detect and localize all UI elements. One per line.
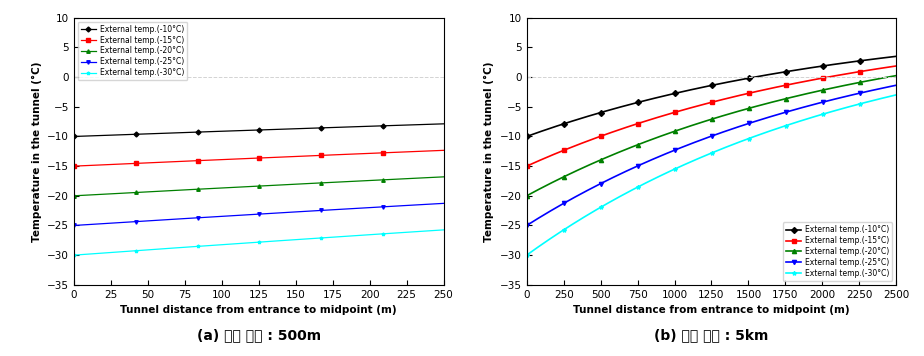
External temp.(-15°C) (295, 154, 306, 158)
Line: External temp.(-20°C): External temp.(-20°C) (525, 73, 898, 198)
Text: (b) 터널 연장 : 5km: (b) 터널 연장 : 5km (654, 328, 769, 342)
Y-axis label: Temperature in the tunnel (°C): Temperature in the tunnel (°C) (31, 61, 42, 242)
External temp.(-25°C) (891, 83, 902, 87)
External temp.(-25°C) (775, 111, 786, 116)
External temp.(-20°C) (404, 177, 415, 181)
External temp.(-10°C) (288, 127, 299, 131)
X-axis label: Tunnel distance from entrance to midpoint (m): Tunnel distance from entrance to midpoin… (573, 305, 850, 315)
External temp.(-20°C) (288, 182, 299, 187)
External temp.(-25°C) (438, 201, 449, 205)
Line: External temp.(-20°C): External temp.(-20°C) (72, 175, 445, 198)
External temp.(-30°C) (69, 253, 80, 257)
External temp.(-15°C) (68, 164, 79, 168)
External temp.(-10°C) (684, 88, 695, 92)
Line: External temp.(-30°C): External temp.(-30°C) (525, 93, 898, 257)
External temp.(-10°C) (69, 134, 80, 138)
External temp.(-20°C) (287, 182, 298, 187)
External temp.(-20°C) (69, 194, 80, 198)
External temp.(-30°C) (559, 227, 570, 231)
External temp.(-30°C) (671, 166, 682, 171)
External temp.(-10°C) (438, 122, 449, 126)
External temp.(-10°C) (380, 124, 391, 128)
External temp.(-25°C) (380, 205, 391, 209)
External temp.(-25°C) (288, 210, 299, 214)
External temp.(-15°C) (684, 106, 695, 110)
External temp.(-25°C) (671, 147, 682, 152)
Legend: External temp.(-10°C), External temp.(-15°C), External temp.(-20°C), External te: External temp.(-10°C), External temp.(-1… (783, 222, 893, 281)
Line: External temp.(-15°C): External temp.(-15°C) (72, 148, 445, 168)
Line: External temp.(-30°C): External temp.(-30°C) (72, 228, 445, 257)
External temp.(-20°C) (816, 88, 827, 93)
External temp.(-25°C) (404, 203, 415, 208)
External temp.(-30°C) (891, 93, 902, 97)
External temp.(-10°C) (775, 70, 786, 75)
External temp.(-25°C) (559, 201, 570, 205)
External temp.(-25°C) (816, 100, 827, 105)
External temp.(-15°C) (438, 148, 449, 152)
External temp.(-10°C) (404, 123, 415, 127)
External temp.(-25°C) (295, 210, 306, 214)
Line: External temp.(-10°C): External temp.(-10°C) (72, 122, 445, 138)
External temp.(-20°C) (891, 73, 902, 78)
External temp.(-10°C) (671, 91, 682, 95)
External temp.(-30°C) (684, 160, 695, 164)
Text: (a) 터널 연장 : 500m: (a) 터널 연장 : 500m (197, 328, 321, 342)
External temp.(-20°C) (438, 175, 449, 179)
External temp.(-20°C) (295, 182, 306, 186)
Line: External temp.(-15°C): External temp.(-15°C) (525, 64, 898, 168)
Line: External temp.(-25°C): External temp.(-25°C) (525, 83, 898, 227)
External temp.(-15°C) (671, 110, 682, 114)
External temp.(-10°C) (295, 126, 306, 131)
External temp.(-20°C) (521, 194, 532, 198)
External temp.(-10°C) (809, 65, 821, 69)
External temp.(-20°C) (559, 174, 570, 179)
External temp.(-15°C) (288, 155, 299, 159)
External temp.(-15°C) (816, 76, 827, 80)
External temp.(-15°C) (775, 84, 786, 88)
External temp.(-15°C) (559, 148, 570, 152)
Line: External temp.(-10°C): External temp.(-10°C) (525, 54, 898, 138)
External temp.(-20°C) (380, 178, 391, 182)
External temp.(-30°C) (287, 238, 298, 242)
External temp.(-15°C) (809, 77, 821, 82)
External temp.(-15°C) (380, 151, 391, 155)
External temp.(-10°C) (559, 121, 570, 126)
External temp.(-15°C) (287, 155, 298, 159)
External temp.(-20°C) (684, 124, 695, 129)
External temp.(-15°C) (521, 164, 532, 168)
External temp.(-25°C) (521, 223, 532, 227)
External temp.(-10°C) (287, 127, 298, 131)
External temp.(-30°C) (438, 228, 449, 232)
External temp.(-25°C) (68, 223, 79, 227)
External temp.(-10°C) (816, 64, 827, 68)
External temp.(-30°C) (816, 112, 827, 117)
External temp.(-25°C) (809, 102, 821, 106)
Y-axis label: Temperature in the tunnel (°C): Temperature in the tunnel (°C) (484, 61, 494, 242)
Legend: External temp.(-10°C), External temp.(-15°C), External temp.(-20°C), External te: External temp.(-10°C), External temp.(-1… (78, 22, 188, 80)
External temp.(-30°C) (288, 237, 299, 242)
External temp.(-10°C) (521, 134, 532, 138)
X-axis label: Tunnel distance from entrance to midpoint (m): Tunnel distance from entrance to midpoin… (120, 305, 397, 315)
External temp.(-15°C) (891, 64, 902, 68)
External temp.(-15°C) (404, 150, 415, 154)
External temp.(-30°C) (521, 253, 532, 257)
External temp.(-30°C) (295, 237, 306, 241)
External temp.(-25°C) (287, 210, 298, 214)
External temp.(-20°C) (809, 90, 821, 94)
External temp.(-20°C) (671, 129, 682, 133)
External temp.(-30°C) (68, 253, 79, 257)
Line: External temp.(-25°C): External temp.(-25°C) (72, 201, 445, 227)
External temp.(-30°C) (404, 230, 415, 234)
External temp.(-10°C) (891, 54, 902, 58)
External temp.(-25°C) (69, 223, 80, 227)
External temp.(-30°C) (775, 125, 786, 130)
External temp.(-30°C) (380, 231, 391, 236)
External temp.(-10°C) (68, 134, 79, 138)
External temp.(-25°C) (684, 142, 695, 146)
External temp.(-30°C) (809, 114, 821, 119)
External temp.(-20°C) (775, 98, 786, 102)
External temp.(-15°C) (69, 164, 80, 168)
External temp.(-20°C) (68, 194, 79, 198)
